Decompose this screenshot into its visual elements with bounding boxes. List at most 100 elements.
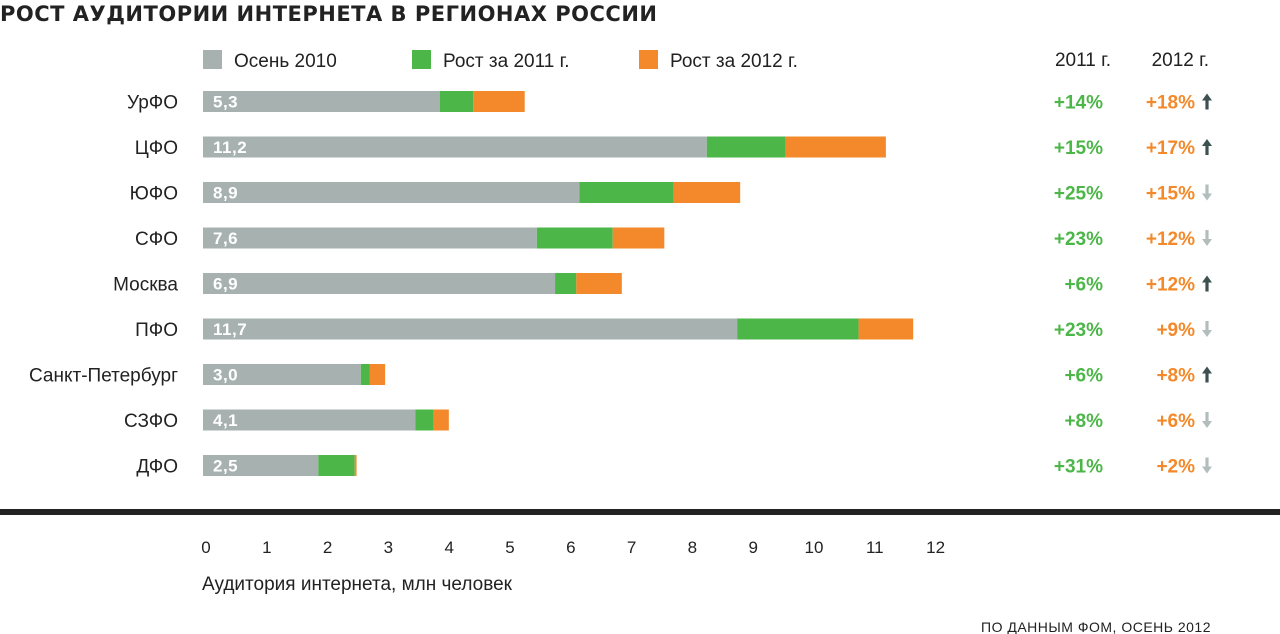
axis-rule [0, 509, 1280, 515]
x-tick-label: 6 [566, 538, 575, 557]
bar-segment-2 [369, 364, 386, 385]
trend-up-arrow-icon [1202, 139, 1212, 155]
category-label: ЦФО [135, 138, 178, 159]
x-tick-label: 8 [688, 538, 697, 557]
bar-segment-2 [354, 455, 357, 476]
bar-value-label: 11,7 [213, 320, 247, 339]
growth-2012-label: +15% [1146, 184, 1195, 205]
bar-segment-0 [203, 409, 416, 431]
bar-segment-0 [203, 318, 738, 340]
bar-value-label: 6,9 [213, 275, 238, 294]
bar-segment-2 [576, 273, 622, 294]
growth-2012-label: +18% [1146, 93, 1195, 114]
growth-2011-label: +8% [1064, 411, 1103, 432]
x-tick-label: 3 [384, 538, 393, 557]
growth-2012-label: +8% [1156, 366, 1195, 387]
category-label: Москва [113, 275, 178, 296]
bar-segment-2 [785, 136, 886, 158]
bar-segment-2 [473, 91, 525, 112]
x-tick-label: 9 [748, 538, 757, 557]
bar-segment-0 [203, 455, 319, 476]
growth-2011-label: +15% [1054, 138, 1103, 159]
category-label: ДФО [136, 457, 178, 478]
bar-value-label: 3,0 [213, 366, 238, 385]
bar-segment-1 [737, 318, 859, 340]
trend-up-arrow-icon [1202, 366, 1212, 383]
growth-2012-label: +12% [1146, 229, 1195, 250]
bar-segment-1 [579, 182, 674, 203]
bar-segment-1 [706, 136, 786, 158]
legend-swatch-1 [412, 50, 431, 69]
bar-segment-1 [555, 273, 577, 294]
x-tick-label: 1 [262, 538, 271, 557]
bar-segment-0 [203, 273, 556, 294]
growth-2012-label: +2% [1156, 457, 1195, 478]
growth-2012-label: +6% [1156, 411, 1195, 432]
x-axis-title: Аудитория интернета, млн человек [202, 574, 513, 595]
bar-segment-1 [536, 227, 613, 249]
x-tick-label: 5 [505, 538, 514, 557]
x-tick-label: 4 [444, 538, 453, 557]
bar-segment-2 [612, 227, 665, 249]
x-axis-ticks: 0 1 2 3 4 5 6 7 8 9 10 11 12 [201, 538, 945, 557]
growth-2012-label: +12% [1146, 275, 1195, 296]
source-note: ПО ДАННЫМ ФОМ, ОСЕНЬ 2012 [981, 619, 1211, 634]
category-label: ПФО [135, 320, 178, 341]
growth-2011-label: +23% [1054, 229, 1103, 250]
trend-up-arrow-icon [1202, 93, 1212, 110]
category-label: ЮФО [130, 184, 178, 205]
legend-label-2: Рост за 2012 г. [670, 51, 798, 72]
trend-down-arrow-icon [1202, 412, 1212, 428]
bar-segment-2 [673, 182, 741, 203]
category-label: СФО [135, 229, 178, 250]
trend-up-arrow-icon [1202, 275, 1212, 292]
bar-segment-0 [203, 227, 537, 249]
legend-label-0: Осень 2010 [234, 51, 337, 72]
growth-2011-label: +6% [1064, 366, 1103, 387]
x-tick-label: 2 [323, 538, 332, 557]
bar-value-label: 11,2 [213, 138, 247, 157]
legend-label-1: Рост за 2011 г. [443, 51, 569, 72]
bar-value-label: 8,9 [213, 184, 238, 203]
bar-segment-0 [203, 91, 440, 112]
legend: Осень 2010 Рост за 2011 г. Рост за 2012 г. [203, 50, 798, 72]
bar-segment-2 [858, 318, 914, 340]
growth-2011-label: +23% [1054, 320, 1103, 341]
x-tick-label: 11 [866, 538, 884, 557]
bar-segment-2 [433, 409, 449, 431]
bar-segment-0 [203, 182, 580, 203]
trend-down-arrow-icon [1202, 230, 1212, 246]
chart-title: РОСТ АУДИТОРИИ ИНТЕРНЕТА В РЕГИОНАХ РОСС… [0, 2, 657, 26]
growth-2012-label: +9% [1156, 320, 1195, 341]
growth-2011-label: +31% [1054, 457, 1103, 478]
x-tick-label: 0 [201, 538, 210, 557]
legend-swatch-0 [203, 50, 222, 69]
growth-2012-label: +17% [1146, 138, 1195, 159]
growth-2011-label: +14% [1054, 93, 1103, 114]
category-label: УрФО [127, 93, 178, 114]
bar-value-label: 7,6 [213, 229, 238, 248]
legend-swatch-2 [639, 50, 658, 69]
x-tick-label: 10 [805, 538, 824, 557]
bar-segment-0 [203, 136, 707, 158]
x-tick-label: 7 [627, 538, 636, 557]
trend-down-arrow-icon [1202, 321, 1212, 337]
bar-value-label: 2,5 [213, 457, 238, 476]
bar-segment-1 [439, 91, 474, 112]
bar-rows: УрФО 5,3 +14% +18% ЦФО 11,2 +15% +17% ЮФО 8,9 +25%… [29, 91, 1212, 478]
trend-down-arrow-icon [1202, 184, 1212, 201]
category-label: Санкт-Петербург [29, 366, 178, 387]
bar-value-label: 5,3 [213, 93, 238, 112]
category-label: СЗФО [124, 411, 178, 432]
growth-2011-label: +25% [1054, 184, 1103, 205]
bar-segment-1 [415, 409, 434, 431]
column-header-2012: 2012 г. [1152, 50, 1209, 71]
trend-down-arrow-icon [1202, 457, 1212, 474]
x-tick-label: 12 [926, 538, 945, 557]
column-header-2011: 2011 г. [1055, 50, 1111, 71]
bar-segment-0 [203, 364, 361, 385]
bar-segment-1 [360, 364, 370, 385]
bar-segment-1 [318, 455, 355, 476]
growth-2011-label: +6% [1064, 275, 1103, 296]
